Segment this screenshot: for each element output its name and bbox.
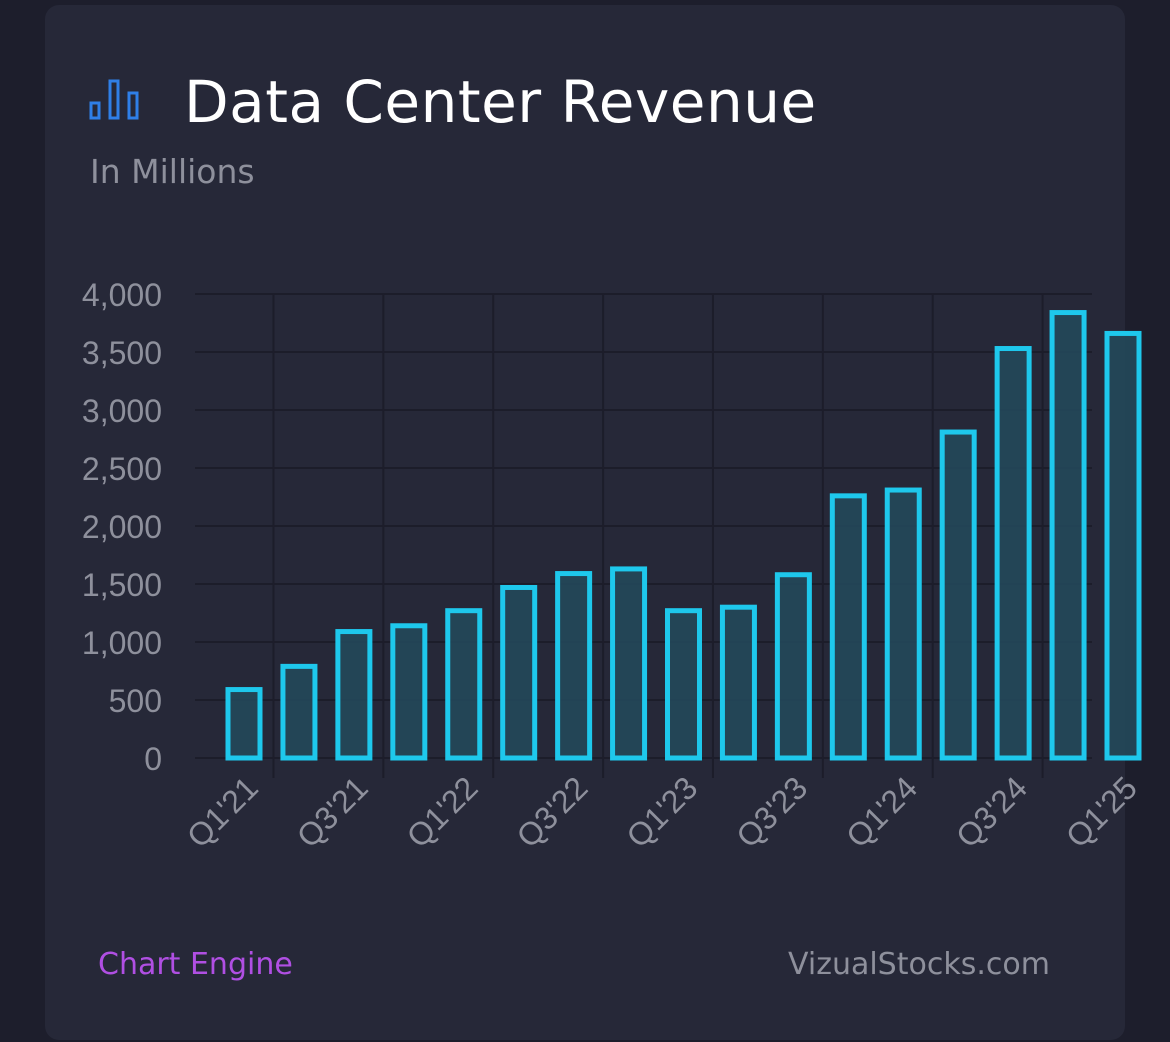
- y-tick-label: 2,000: [82, 509, 162, 545]
- bar-q2-22: [500, 584, 538, 761]
- bar-chart-icon: [89, 79, 139, 120]
- bar-q1-24: [884, 487, 922, 761]
- bar-q3-22: [555, 571, 593, 761]
- bar-q4-24: [1049, 310, 1087, 761]
- bar-q2-24: [939, 429, 977, 761]
- x-tick-label: Q1'22: [400, 769, 485, 854]
- y-tick-label: 1,000: [82, 625, 162, 661]
- x-tick-label: Q1'21: [180, 769, 265, 854]
- chart-engine-link[interactable]: Chart Engine: [98, 947, 293, 982]
- bar-q2-21: [280, 663, 318, 761]
- x-tick-label: Q3'22: [509, 769, 594, 854]
- chart-subtitle: In Millions: [90, 152, 255, 191]
- bar-q1-23: [665, 608, 702, 761]
- x-tick-label: Q1'24: [839, 769, 924, 854]
- y-tick-label: 4,000: [82, 277, 162, 313]
- bar-q3-23: [774, 572, 812, 761]
- y-tick-label: 500: [109, 683, 162, 719]
- y-tick-label: 2,500: [82, 451, 162, 487]
- bar-q4-23: [829, 493, 867, 761]
- x-tick-label: Q1'23: [619, 769, 704, 854]
- bar-q3-21: [335, 629, 373, 761]
- bar-q4-21: [390, 623, 428, 761]
- bar-q1-25: [1104, 330, 1142, 761]
- bar-q1-21: [225, 687, 263, 761]
- bar-q2-23: [719, 604, 757, 761]
- x-tick-label: Q1'25: [1059, 769, 1144, 854]
- y-tick-label: 3,000: [82, 393, 162, 429]
- bar-q1-22: [445, 608, 483, 761]
- chart-title: Data Center Revenue: [184, 68, 817, 136]
- x-tick-label: Q3'23: [729, 769, 814, 854]
- bar-q4-22: [610, 566, 648, 761]
- source-label: VizualStocks.com: [788, 947, 1050, 982]
- x-tick-label: Q3'21: [290, 769, 375, 854]
- bar-q3-24: [994, 346, 1032, 761]
- x-tick-label: Q3'24: [949, 769, 1034, 854]
- y-tick-label: 1,500: [82, 567, 162, 603]
- y-tick-label: 0: [144, 741, 162, 777]
- y-tick-label: 3,500: [82, 335, 162, 371]
